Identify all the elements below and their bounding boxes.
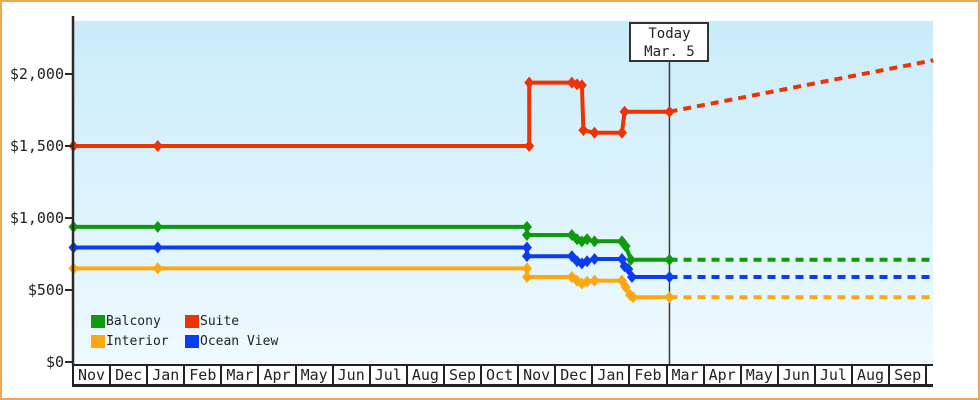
legend-label-interior: Interior <box>106 334 169 349</box>
y-tick-label: $0 <box>45 353 64 371</box>
data-point-interior <box>628 291 639 304</box>
data-point-suite <box>524 76 535 89</box>
data-point-interior <box>620 281 631 294</box>
data-point-balcony <box>589 235 600 248</box>
data-point-suite <box>524 140 535 152</box>
legend-item-ocean-view: Ocean View <box>185 334 278 349</box>
data-point-suite <box>664 105 675 118</box>
month-cell: Oct <box>482 366 520 384</box>
month-cell: Jul <box>816 366 853 384</box>
today-label: Today <box>648 26 691 42</box>
month-cell: Apr <box>259 366 297 384</box>
month-cell: Dec <box>556 366 594 384</box>
series-projection-suite <box>669 58 934 114</box>
today-marker-box: Today Mar. 5 <box>629 22 710 62</box>
legend-swatch-ocean-view <box>185 335 199 348</box>
today-date: Mar. 5 <box>644 44 695 60</box>
data-point-balcony <box>521 220 532 233</box>
legend-item-balcony: Balcony <box>91 314 185 329</box>
legend-swatch-balcony <box>91 315 105 328</box>
month-cell: Mar <box>222 366 260 384</box>
month-cell: Jul <box>371 366 408 384</box>
month-cell: Nov <box>74 366 112 384</box>
data-point-interior <box>589 274 600 287</box>
data-point-interior <box>664 291 675 304</box>
data-point-interior <box>521 271 532 284</box>
month-cell: May <box>297 366 334 384</box>
plot-background <box>73 21 933 365</box>
data-point-ocean-view <box>576 257 587 270</box>
y-tick-label: $1,500 <box>9 137 64 155</box>
month-cell: Feb <box>185 366 223 384</box>
data-point-balcony <box>625 253 636 266</box>
data-point-suite <box>152 140 163 152</box>
month-cell: Jan <box>593 366 631 384</box>
data-point-balcony <box>620 240 631 253</box>
data-point-balcony <box>582 233 593 246</box>
month-cell: Feb <box>630 366 668 384</box>
month-cell: Mar <box>668 366 705 384</box>
legend-label-ocean-view: Ocean View <box>200 334 279 349</box>
legend-swatch-suite <box>185 315 199 328</box>
data-point-ocean-view <box>152 241 163 254</box>
month-cell: Dec <box>111 366 149 384</box>
y-axis-labels: $0 $500 $1,000 $1,500 $2,000 <box>2 2 65 398</box>
legend-swatch-interior <box>91 335 105 348</box>
month-cell: Nov <box>519 366 557 384</box>
data-point-ocean-view <box>664 271 675 284</box>
month-cell: Aug <box>853 366 891 384</box>
data-point-balcony <box>152 220 163 233</box>
chart-legend: Balcony Suite Interior Ocean View <box>91 314 278 349</box>
data-point-suite <box>619 105 630 118</box>
data-point-ocean-view <box>582 255 593 268</box>
data-point-ocean-view <box>626 271 637 284</box>
data-point-interior <box>582 275 593 288</box>
month-cell: Sep <box>890 366 928 384</box>
legend-label-balcony: Balcony <box>106 314 161 329</box>
y-tick-label: $2,000 <box>9 65 64 83</box>
legend-item-suite: Suite <box>185 314 278 329</box>
month-cell: Jun <box>779 366 816 384</box>
data-point-balcony <box>521 228 532 241</box>
data-point-ocean-view <box>521 241 532 254</box>
legend-item-interior: Interior <box>91 334 185 349</box>
y-tick-label: $1,000 <box>9 209 64 227</box>
month-cell: Aug <box>408 366 445 384</box>
month-cell: Jan <box>148 366 186 384</box>
month-cell-sliver <box>927 366 933 384</box>
x-axis-month-row: Nov Dec Jan Feb Mar Apr May Jun Jul Aug Sep Oct Nov D… <box>72 364 934 387</box>
data-point-suite <box>589 126 600 139</box>
data-point-interior <box>521 262 532 275</box>
month-cell: May <box>742 366 779 384</box>
y-tick-label: $500 <box>27 281 64 299</box>
data-point-suite <box>576 79 587 92</box>
data-point-interior <box>152 262 163 275</box>
data-point-ocean-view <box>521 250 532 263</box>
data-point-balcony <box>664 253 675 266</box>
month-cell: Apr <box>705 366 742 384</box>
legend-label-suite: Suite <box>200 314 240 329</box>
month-cell: Sep <box>445 366 483 384</box>
month-cell: Jun <box>334 366 371 384</box>
data-point-suite <box>616 126 627 139</box>
data-point-ocean-view <box>623 263 634 276</box>
data-point-ocean-view <box>589 253 600 266</box>
data-point-suite <box>578 124 589 137</box>
